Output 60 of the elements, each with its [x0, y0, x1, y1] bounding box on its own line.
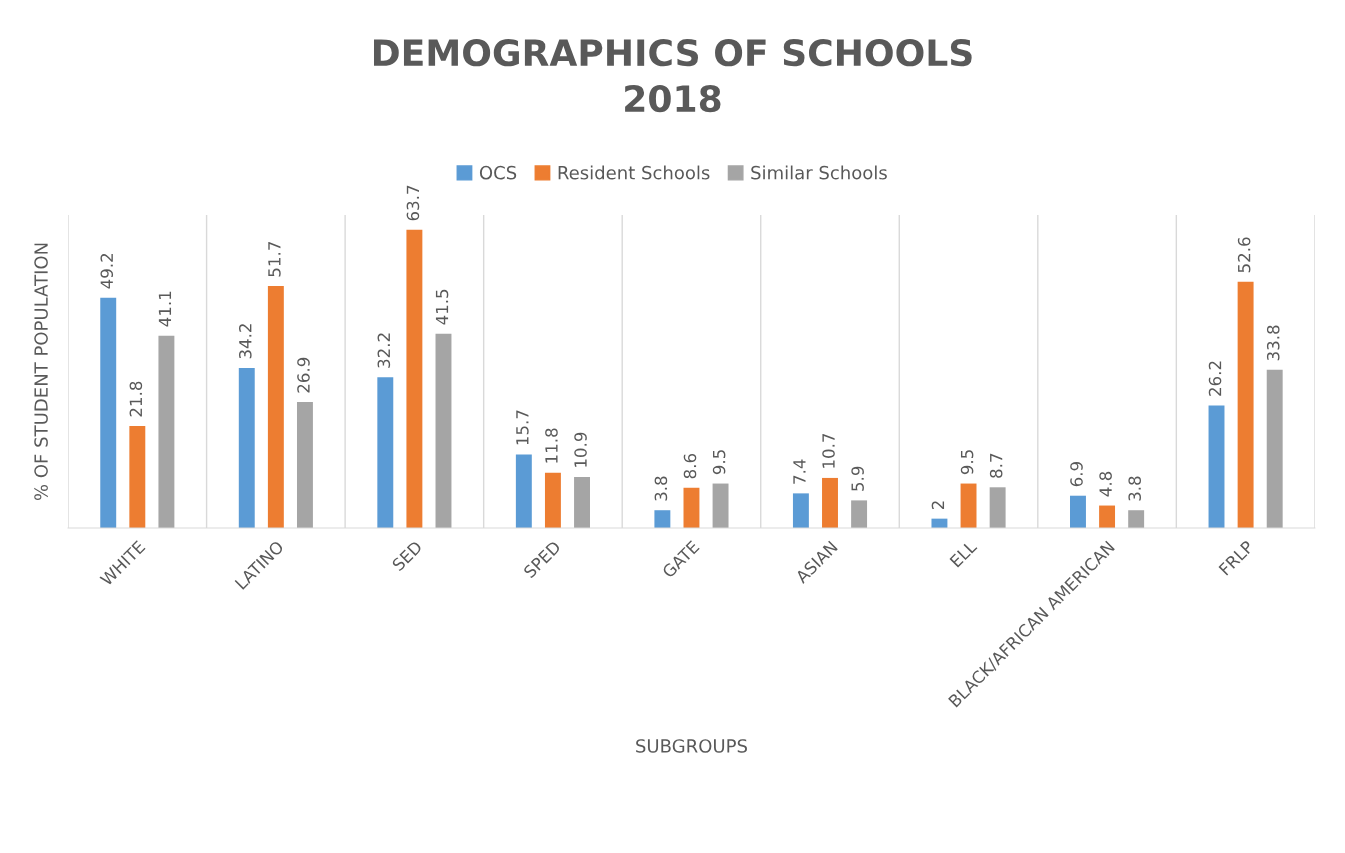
bar: [574, 476, 590, 529]
bar: [515, 454, 532, 529]
bar: [544, 472, 561, 529]
data-label: 52.6: [1237, 237, 1251, 273]
bar: [1128, 510, 1145, 529]
data-label: 9.5: [712, 450, 726, 475]
data-label: 33.8: [1266, 325, 1280, 361]
data-label: 8.6: [683, 453, 697, 479]
bar: [960, 483, 977, 529]
bar: [1208, 405, 1225, 529]
data-label: 5.9: [851, 466, 864, 491]
data-label: 26.9: [297, 357, 310, 393]
bar: [1070, 495, 1086, 529]
bar: [435, 333, 452, 529]
data-label: 34.2: [239, 324, 252, 359]
data-label: 8.7: [989, 453, 1003, 478]
bar: [1099, 505, 1116, 529]
data-label: 3.8: [654, 476, 668, 501]
bar: [100, 297, 117, 529]
x-tick-label: ELL: [949, 539, 978, 568]
bar: [654, 510, 671, 529]
bar: [1237, 281, 1254, 529]
data-label: 49.2: [100, 253, 114, 289]
data-label: 51.7: [268, 242, 281, 277]
data-label: 41.5: [435, 289, 449, 325]
chart-title: DEMOGRAPHICS OF SCHOOLS 2018: [374, 39, 972, 113]
data-label: 6.9: [1070, 462, 1083, 487]
data-label: 41.1: [158, 291, 172, 327]
bar: [158, 335, 175, 529]
legend-label: Resident Schools: [558, 165, 710, 180]
bar: [712, 483, 729, 529]
bar: [238, 367, 255, 529]
bar: [851, 500, 868, 529]
data-label: 4.8: [1099, 471, 1112, 497]
data-label: 26.2: [1208, 361, 1222, 396]
data-label: 7.4: [793, 459, 806, 484]
bar: [683, 487, 700, 529]
bar: [792, 493, 809, 529]
data-label: 63.7: [406, 185, 420, 221]
bar: [406, 229, 423, 529]
data-label: 15.7: [516, 410, 529, 445]
y-axis-title: % OF STUDENT POPULATION: [34, 243, 48, 501]
legend-label: OCS: [479, 165, 517, 180]
data-label: 10.7: [822, 433, 835, 468]
data-label: 2: [931, 501, 945, 510]
data-label: 32.2: [377, 333, 391, 368]
data-label: 21.8: [129, 381, 143, 417]
bar: [267, 286, 284, 529]
data-label: 3.8: [1128, 476, 1141, 501]
bar: [822, 477, 838, 529]
x-axis-title: SUBGROUPS: [636, 739, 747, 753]
bar: [129, 425, 146, 529]
legend-label: Similar Schools: [751, 165, 887, 180]
bar: [296, 402, 313, 529]
bar: [377, 377, 394, 529]
bar: [1266, 369, 1283, 529]
data-label: 11.8: [545, 428, 558, 463]
data-label: 9.5: [960, 450, 974, 475]
bar: [989, 487, 1006, 529]
data-label: 10.9: [574, 432, 587, 467]
